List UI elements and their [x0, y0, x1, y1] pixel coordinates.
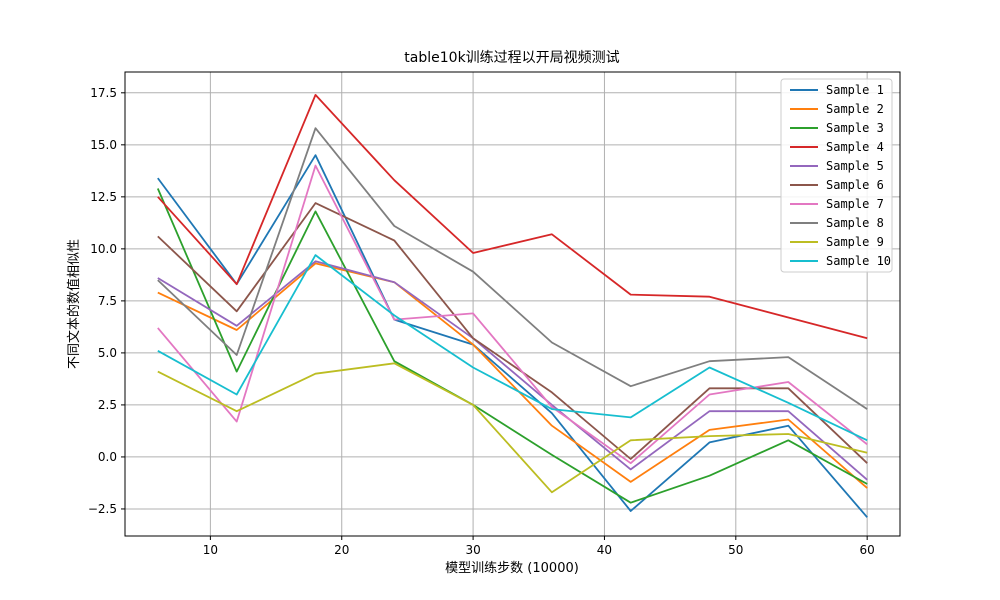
y-tick-label: 0.0: [98, 450, 117, 464]
x-tick-label: 60: [860, 543, 875, 557]
legend: Sample 1 Sample 2 Sample 3 Sample 4 Sample 5…: [780, 78, 893, 273]
legend-label-sample-4: Sample 4: [826, 140, 884, 154]
y-tick-label: −2.5: [88, 502, 117, 516]
legend-label-sample-3: Sample 3: [826, 121, 884, 135]
series-line-sample-4: [157, 94, 868, 340]
legend-label-sample-6: Sample 6: [826, 178, 884, 192]
x-axis-label: 模型训练步数 (10000): [445, 561, 579, 576]
series-line-sample-2: [157, 262, 868, 489]
chart-title: table10k训练过程以开局视频测试: [404, 50, 619, 66]
legend-label-sample-1: Sample 1: [826, 83, 884, 97]
y-tick-label: 7.5: [98, 294, 117, 308]
x-tick-label: 50: [728, 543, 743, 557]
legend-label-sample-7: Sample 7: [826, 197, 884, 211]
series-lines: [156, 94, 868, 518]
series-line-sample-1: [157, 154, 868, 518]
plot-area-frame: [124, 71, 901, 537]
legend-label-sample-5: Sample 5: [826, 159, 884, 173]
y-tick-label: 17.5: [90, 86, 117, 100]
legend-label-sample-9: Sample 9: [826, 235, 884, 249]
y-axis-ticks: −2.5 0.0 2.5 5.0 7.5 10.0 12.5 15.0 17.5: [88, 86, 125, 516]
x-tick-label: 10: [203, 543, 218, 557]
y-tick-label: 12.5: [90, 190, 117, 204]
y-tick-label: 5.0: [98, 346, 117, 360]
y-tick-label: 15.0: [90, 138, 117, 152]
series-line-sample-9: [157, 362, 868, 494]
y-axis-label: 不同文本的数值相似性: [66, 239, 82, 369]
y-tick-label: 2.5: [98, 398, 117, 412]
series-line-sample-7: [157, 164, 868, 465]
series-line-sample-8: [157, 127, 868, 410]
legend-label-sample-10: Sample 10: [826, 254, 891, 268]
x-axis-ticks: 10 20 30 40 50 60: [203, 536, 875, 557]
series-line-sample-10: [157, 254, 868, 442]
x-tick-label: 40: [597, 543, 612, 557]
grid: [125, 72, 900, 536]
x-tick-label: 20: [334, 543, 349, 557]
legend-label-sample-8: Sample 8: [826, 216, 884, 230]
legend-label-sample-2: Sample 2: [826, 102, 884, 116]
y-tick-label: 10.0: [90, 242, 117, 256]
x-tick-label: 30: [465, 543, 480, 557]
